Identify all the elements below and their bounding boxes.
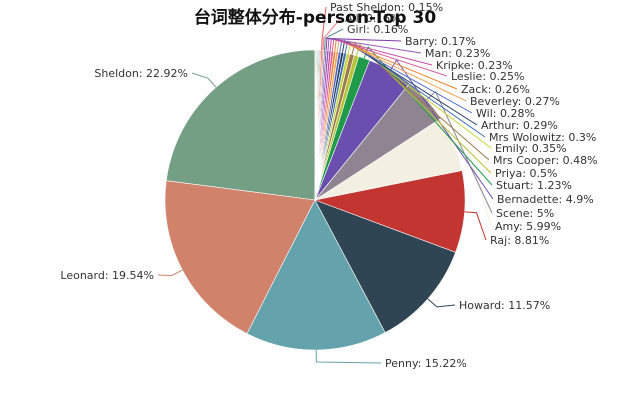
slice-label-raj: Raj: 8.81%: [490, 234, 549, 247]
chart-title: 台词整体分布-person-Top 30: [194, 7, 437, 28]
slice-labels: Sheldon: 22.92% Leonard: 19.54% Penny: 15.…: [60, 1, 597, 370]
pie-slice-sheldon[interactable]: [165, 49, 316, 201]
leader-lines: [157, 6, 494, 364]
leader-line-all: [322, 17, 342, 51]
leader-line-leonard: [157, 269, 183, 277]
slice-label-kripke: Kripke: 0.23%: [436, 59, 513, 72]
leader-line-scene: [426, 90, 493, 214]
slice-label-emily: Emily: 0.35%: [495, 142, 567, 155]
pie-slice-penny[interactable]: [246, 199, 386, 351]
slice-label-leonard: Leonard: 19.54%: [60, 269, 154, 282]
leader-line-barry: [325, 37, 402, 51]
leader-line-penny: [315, 349, 382, 364]
slice-label-penny: Penny: 15.22%: [385, 357, 467, 370]
leader-line-howard: [427, 298, 456, 308]
slice-label-beverley: Beverley: 0.27%: [470, 95, 560, 108]
slice-label-wil: Wil: 0.28%: [476, 107, 535, 120]
slice-label-man: Man: 0.23%: [425, 47, 490, 60]
slice-label-howard: Howard: 11.57%: [459, 299, 550, 312]
slice-label-all: All: 0.15%: [345, 12, 401, 25]
leader-line-past-sheldon: [321, 6, 327, 51]
leader-line-girl: [324, 28, 344, 51]
slice-label-zack: Zack: 0.26%: [461, 83, 530, 96]
leader-line-sheldon: [191, 72, 217, 88]
slice-label-arthur: Arthur: 0.29%: [481, 119, 558, 132]
slice-label-priya: Priya: 0.5%: [495, 167, 557, 180]
slice-label-sheldon: Sheldon: 22.92%: [94, 67, 188, 80]
slice-label-stuart: Stuart: 1.23%: [496, 179, 572, 192]
slice-label-barry: Barry: 0.17%: [405, 35, 476, 48]
slice-label-mrs-cooper: Mrs Cooper: 0.48%: [493, 154, 598, 167]
pie-slice-raj[interactable]: [313, 170, 466, 253]
slice-label-leslie: Leslie: 0.25%: [451, 70, 524, 83]
pie-slice-other-29[interactable]: [314, 49, 317, 201]
leader-line-raj: [464, 211, 487, 241]
slice-label-scene: Scene: 5%: [496, 207, 554, 220]
slice-label-bernadette: Bernadette: 4.9%: [497, 193, 594, 206]
leader-line-priya: [355, 43, 492, 174]
slice-label-past-sheldon: Past Sheldon: 0.15%: [330, 1, 443, 14]
slice-label-amy: Amy: 5.99%: [495, 220, 561, 233]
slice-label-girl: Girl: 0.16%: [347, 23, 408, 36]
pie-slices: [164, 49, 466, 351]
pie-slice-howard[interactable]: [314, 199, 456, 333]
pie-slice-leonard[interactable]: [164, 180, 316, 335]
slice-label-mrs-wolowitz: Mrs Wolowitz: 0.3%: [489, 131, 596, 144]
